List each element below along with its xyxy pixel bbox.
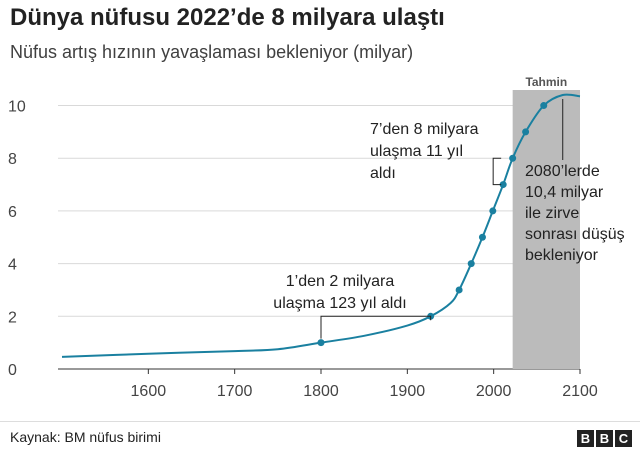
annotation-text: 7’den 8 milyara xyxy=(370,121,479,138)
data-point xyxy=(467,260,475,268)
source-note: Kaynak: BM nüfus birimi xyxy=(10,429,161,445)
data-point xyxy=(499,181,507,189)
bracket-1-to-2 xyxy=(320,315,432,339)
y-tick-label: 0 xyxy=(8,362,17,379)
y-tick-label: 10 xyxy=(8,99,26,116)
bbc-logo-letter: B xyxy=(596,430,613,447)
x-tick-label: 1800 xyxy=(303,383,339,400)
data-point xyxy=(478,233,486,241)
data-point xyxy=(455,286,463,294)
annotation-text: ulaşma 11 yıl xyxy=(370,143,463,160)
annotation-text: aldı xyxy=(370,165,396,182)
data-markers xyxy=(317,102,548,347)
data-point xyxy=(509,154,517,162)
x-tick-label: 1700 xyxy=(217,383,253,400)
population-chart: Tahmin 0 2 4 6 8 10 1600 1700 1800 1900 2000 2100 1… xyxy=(8,75,625,400)
chart-subtitle: Nüfus artış hızının yavaşlaması bekleniy… xyxy=(10,42,414,62)
y-tick-label: 4 xyxy=(8,257,17,274)
x-tick-label: 2100 xyxy=(562,383,598,400)
y-tick-label: 8 xyxy=(8,151,17,168)
x-tick-label: 1900 xyxy=(390,383,426,400)
annotations: 1’den 2 milyara ulaşma 123 yıl aldı 7’den … xyxy=(273,99,625,339)
x-tick-label: 1600 xyxy=(131,383,167,400)
axis-ticks: 0 2 4 6 8 10 1600 1700 1800 1900 2000 2100 xyxy=(8,99,598,400)
footer-divider xyxy=(0,421,640,422)
bbc-logo-letter: C xyxy=(615,430,632,447)
bbc-logo-letter: B xyxy=(577,430,594,447)
grid-lines xyxy=(58,105,580,370)
projection-label: Tahmin xyxy=(525,75,567,89)
data-point xyxy=(522,128,530,136)
annotation-text: bekleniyor xyxy=(525,247,599,264)
annotation-text: 1’den 2 milyara xyxy=(286,273,395,290)
x-tick-label: 2000 xyxy=(476,383,512,400)
chart-title: Dünya nüfusu 2022’de 8 milyara ulaştı xyxy=(10,4,445,31)
y-tick-label: 6 xyxy=(8,204,17,221)
bracket-7-to-8 xyxy=(492,157,502,186)
y-tick-label: 2 xyxy=(8,309,17,326)
bbc-logo: B B C xyxy=(577,430,632,447)
annotation-text: 10,4 milyar xyxy=(525,184,604,201)
data-point xyxy=(489,207,497,215)
annotation-text: sonrası düşüş xyxy=(525,226,625,243)
annotation-text: 2080’lerde xyxy=(525,163,600,180)
data-point xyxy=(317,339,325,347)
annotation-text: ulaşma 123 yıl aldı xyxy=(273,295,406,312)
annotation-text: ile zirve xyxy=(525,205,579,222)
data-point xyxy=(540,102,548,110)
